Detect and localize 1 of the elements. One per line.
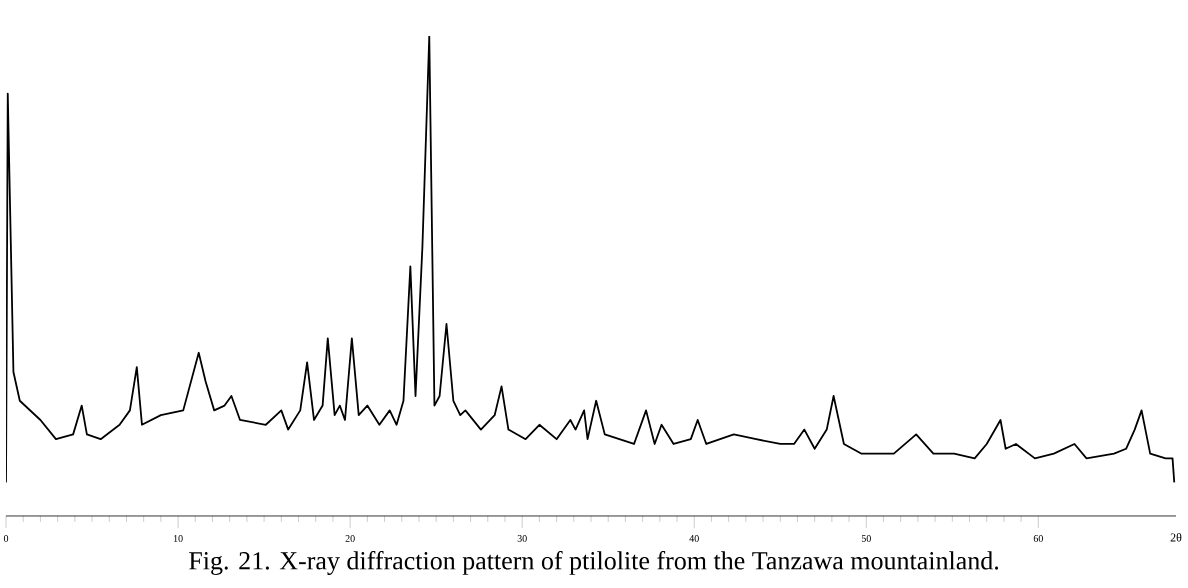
- text: Fig. 21. X-ray diffraction pattern of ptilolite from the Tanzawa mountainland.: [189, 550, 999, 575]
